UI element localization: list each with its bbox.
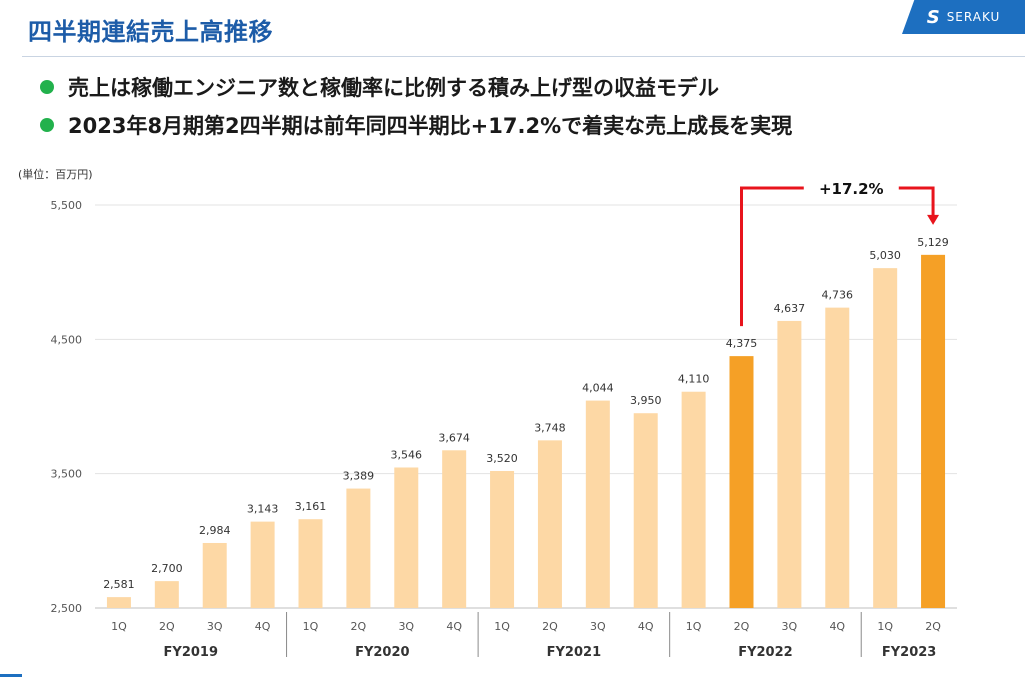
bar (106, 597, 131, 608)
bar-value-label: 3,389 (343, 470, 375, 483)
bar (202, 542, 227, 608)
growth-arrowhead (927, 214, 940, 225)
bullet-dot-icon (40, 80, 54, 94)
bar-value-label: 2,984 (199, 524, 231, 537)
bar (825, 307, 850, 608)
x-tick-label: 3Q (590, 620, 606, 633)
x-tick-label: 1Q (686, 620, 702, 633)
fiscal-year-label: FY2021 (547, 645, 601, 660)
x-tick-label: 4Q (638, 620, 654, 633)
bar-value-label: 4,110 (678, 373, 710, 386)
bar-value-label: 2,581 (103, 578, 135, 591)
x-tick-label: 4Q (255, 620, 271, 633)
bar (346, 488, 371, 608)
growth-annotation-label: +17.2% (819, 180, 884, 198)
bar (537, 440, 562, 608)
x-tick-label: 1Q (494, 620, 510, 633)
y-tick-label: 2,500 (51, 602, 83, 615)
x-tick-label: 4Q (829, 620, 845, 633)
bar-value-label: 3,161 (295, 500, 327, 513)
bullet-item: 売上は稼働エンジニア数と稼働率に比例する積み上げ型の収益モデル (40, 68, 792, 106)
fiscal-year-label: FY2019 (164, 645, 218, 660)
bar (729, 356, 754, 608)
x-tick-label: 4Q (446, 620, 462, 633)
bar-value-label: 3,143 (247, 503, 279, 516)
bar-value-label: 5,129 (917, 236, 949, 249)
growth-arrow-left (740, 186, 804, 327)
bar (585, 400, 610, 608)
page-title: 四半期連結売上高推移 (28, 18, 273, 46)
bar-value-label: 2,700 (151, 562, 183, 575)
y-tick-label: 5,500 (51, 199, 83, 212)
bullet-list: 売上は稼働エンジニア数と稼働率に比例する積み上げ型の収益モデル 2023年8月期… (40, 68, 792, 144)
x-tick-label: 2Q (351, 620, 367, 633)
fiscal-year-label: FY2022 (738, 645, 792, 660)
bar (633, 413, 658, 608)
logo-s-icon: S (926, 6, 941, 28)
x-tick-label: 2Q (542, 620, 558, 633)
title-divider (22, 56, 1025, 57)
bar-value-label: 4,736 (822, 289, 854, 302)
bar (681, 391, 706, 608)
y-tick-label: 4,500 (51, 333, 83, 346)
bar (154, 581, 179, 608)
x-tick-label: 1Q (111, 620, 127, 633)
bar (777, 320, 802, 608)
bullet-text: 2023年8月期第2四半期は前年同四半期比+17.2%で着実な売上成長を実現 (68, 114, 793, 138)
x-tick-label: 2Q (734, 620, 750, 633)
bar (490, 470, 515, 608)
x-tick-label: 3Q (782, 620, 798, 633)
bar (442, 450, 467, 608)
bar-value-label: 3,520 (486, 452, 518, 465)
x-tick-label: 3Q (207, 620, 223, 633)
growth-arrow-right (898, 186, 935, 217)
bar (921, 254, 946, 609)
x-tick-label: 2Q (925, 620, 941, 633)
bar (250, 521, 275, 608)
bar-value-label: 5,030 (869, 249, 901, 262)
bar-value-label: 4,637 (774, 302, 806, 315)
bullet-dot-icon (40, 118, 54, 132)
bullet-item: 2023年8月期第2四半期は前年同四半期比+17.2%で着実な売上成長を実現 (40, 106, 792, 144)
bar-value-label: 3,748 (534, 421, 566, 434)
bar-value-label: 3,674 (438, 431, 470, 444)
bar-value-label: 3,546 (391, 448, 423, 461)
y-tick-label: 3,500 (51, 468, 83, 481)
x-tick-label: 3Q (398, 620, 414, 633)
bar (298, 519, 323, 608)
x-tick-label: 2Q (159, 620, 175, 633)
x-tick-label: 1Q (303, 620, 319, 633)
unit-label: (単位：百万円) (18, 168, 93, 181)
bar (873, 268, 898, 608)
fiscal-year-label: FY2023 (882, 645, 936, 660)
bar-value-label: 4,044 (582, 382, 614, 395)
bar (394, 467, 419, 608)
bullet-text: 売上は稼働エンジニア数と稼働率に比例する積み上げ型の収益モデル (68, 76, 719, 100)
bar-value-label: 4,375 (726, 337, 758, 350)
logo-text: SERAKU (946, 10, 1001, 24)
footer-accent (0, 674, 22, 677)
fiscal-year-label: FY2020 (355, 645, 409, 660)
company-logo: S SERAKU (902, 0, 1025, 34)
bar-value-label: 3,950 (630, 394, 662, 407)
x-tick-label: 1Q (877, 620, 893, 633)
